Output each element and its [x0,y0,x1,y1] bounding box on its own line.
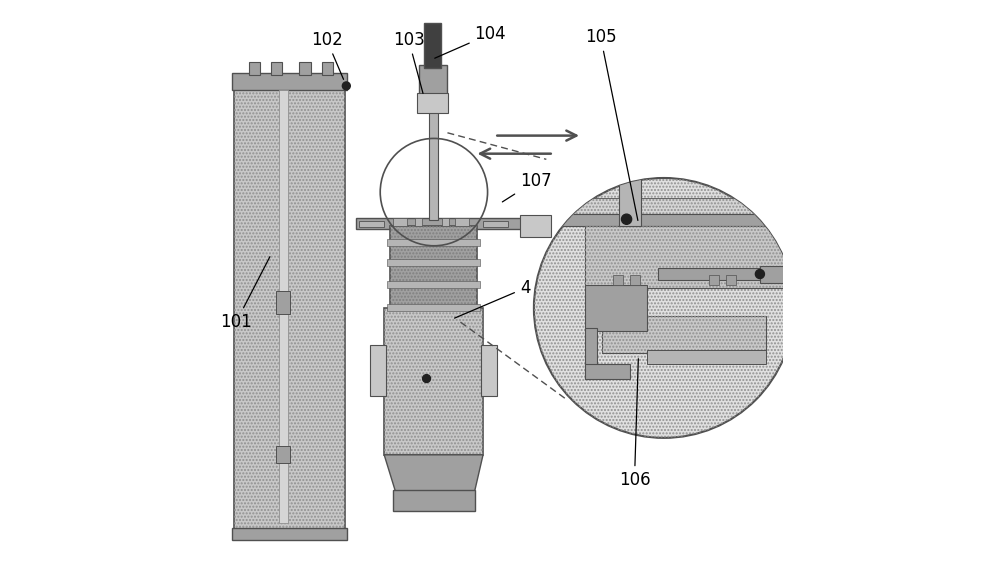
Bar [630,275,640,285]
Bar [545,198,782,215]
Bar [429,79,438,220]
Bar [370,345,386,395]
Bar [743,170,777,201]
Bar [613,275,623,285]
Bar [359,221,384,227]
Text: 4: 4 [455,279,530,318]
Bar [299,62,311,75]
Bar [602,316,766,353]
Bar [419,65,447,96]
Bar [384,308,483,455]
Bar [234,85,345,531]
Bar [481,345,497,395]
Circle shape [423,375,431,383]
Text: 104: 104 [435,25,506,58]
Bar [619,153,641,226]
Bar [234,85,345,531]
Bar [602,316,766,353]
Bar [271,62,282,75]
Circle shape [755,270,764,279]
Bar [760,266,794,282]
Bar [585,226,788,288]
Bar [585,364,630,379]
Text: 103: 103 [393,31,424,93]
Bar [585,328,597,379]
Bar [390,226,477,316]
Bar [232,73,347,90]
Circle shape [342,82,350,90]
Circle shape [534,178,794,438]
Text: 102: 102 [311,31,344,79]
Bar [232,528,347,540]
Bar [390,226,477,316]
Bar [585,226,788,288]
Bar [322,62,333,75]
Bar [387,259,480,266]
Bar [709,275,719,285]
Bar [417,93,448,113]
Bar [387,304,480,311]
Text: 105: 105 [585,28,638,220]
Bar [424,23,441,68]
Polygon shape [384,455,483,492]
Bar [276,446,290,463]
Bar [520,215,551,237]
Bar [356,218,523,229]
Text: 107: 107 [502,172,551,202]
Bar [483,221,508,227]
Bar [279,90,288,523]
Bar [658,268,788,280]
Bar [415,218,422,226]
Text: 106: 106 [619,359,650,489]
Bar [384,308,483,455]
Bar [387,281,480,288]
Bar [387,239,480,246]
Bar [442,218,449,226]
Bar [393,218,407,226]
Bar [276,291,290,314]
Bar [249,62,260,75]
Bar [585,285,647,331]
Bar [393,490,475,511]
Bar [455,218,469,226]
Bar [545,214,782,226]
Bar [647,350,766,364]
Circle shape [621,214,632,224]
Text: 101: 101 [220,257,270,331]
Bar [545,198,782,215]
Bar [726,275,736,285]
